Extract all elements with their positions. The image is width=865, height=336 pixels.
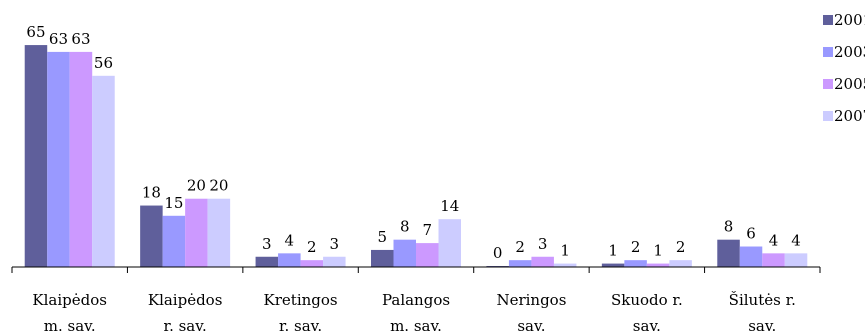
value-label: 2 (307, 238, 317, 256)
category-label: r. sav. (279, 317, 322, 335)
bar-2001-1 (140, 205, 163, 267)
bar-2001-3 (371, 249, 394, 267)
value-label: 20 (187, 177, 206, 195)
bar-2007-1 (207, 198, 231, 267)
bar-2003-6 (739, 246, 763, 267)
value-label: 63 (71, 30, 90, 48)
bar-2005-5 (646, 263, 670, 267)
value-label: 14 (440, 197, 459, 215)
category-label: Palangos (382, 291, 450, 309)
category-label: m. sav. (390, 317, 442, 335)
bar-2007-4 (553, 263, 577, 267)
category-label: sav. (748, 317, 776, 335)
value-label: 2 (676, 238, 686, 256)
bar-2007-6 (784, 253, 808, 267)
legend-label-2007: 2007 (834, 107, 865, 125)
category-label: Neringos (496, 291, 566, 309)
bar-2005-2 (300, 260, 324, 267)
bar-2001-2 (255, 256, 279, 267)
value-label: 4 (791, 231, 801, 249)
bar-2005-3 (416, 243, 439, 267)
bar-2005-6 (762, 253, 785, 267)
x-axis-ticks (11, 267, 821, 273)
category-label: sav. (517, 317, 545, 335)
value-label: 63 (49, 30, 68, 48)
bar-2007-2 (323, 256, 346, 267)
value-label: 56 (94, 54, 113, 72)
bar-2003-0 (47, 51, 70, 268)
category-label: m. sav. (44, 317, 96, 335)
value-label: 1 (608, 242, 618, 260)
value-label: 1 (560, 242, 570, 260)
legend-label-2005: 2005 (834, 75, 865, 93)
category-label: r. sav. (164, 317, 207, 335)
bar-2003-4 (508, 260, 532, 267)
value-label: 15 (164, 194, 183, 212)
bar-2001-0 (24, 45, 48, 268)
legend: 2001 2003 2005 2007 (823, 11, 865, 125)
bar-2007-0 (92, 75, 115, 267)
bar-2001-5 (601, 263, 625, 267)
bar-2007-3 (438, 219, 461, 267)
category-label: Klaipėdos (32, 291, 107, 309)
category-labels-group: Klaipėdos m. sav. Klaipėdos r. sav. Kretingo… (32, 291, 795, 335)
category-label: Klaipėdos (148, 291, 223, 309)
value-label: 20 (209, 177, 228, 195)
legend-swatch-2003 (823, 47, 833, 57)
category-label: sav. (633, 317, 661, 335)
bar-2005-0 (69, 51, 93, 268)
category-label: Kretingos (264, 291, 338, 309)
value-label: 4 (285, 231, 295, 249)
legend-swatch-2005 (823, 79, 833, 89)
value-label: 4 (769, 231, 779, 249)
value-label: 2 (515, 238, 525, 256)
value-label: 0 (493, 244, 503, 262)
value-label: 18 (142, 184, 161, 202)
value-label: 3 (262, 235, 272, 253)
legend-swatch-2007 (823, 111, 833, 121)
value-label: 2 (631, 238, 641, 256)
legend-label-2001: 2001 (834, 11, 865, 29)
value-label: 6 (746, 225, 756, 243)
bar-2007-5 (669, 260, 692, 267)
bar-2003-1 (162, 215, 186, 267)
value-label: 5 (377, 228, 387, 246)
legend-swatch-2001 (823, 15, 833, 25)
bar-2001-6 (717, 239, 740, 267)
bar-2003-5 (624, 260, 647, 267)
value-label: 8 (400, 218, 410, 236)
value-label: 3 (538, 235, 548, 253)
value-label: 7 (422, 221, 432, 239)
value-label: 3 (330, 235, 340, 253)
category-label: Skuodo r. (611, 291, 683, 309)
value-label: 8 (724, 218, 734, 236)
bar-2005-1 (185, 198, 208, 267)
bars-group (24, 45, 808, 268)
legend-label-2003: 2003 (834, 43, 865, 61)
value-label: 1 (653, 242, 663, 260)
value-label: 65 (26, 23, 45, 41)
bar-2003-2 (278, 253, 301, 267)
bar-2005-4 (531, 256, 554, 267)
bar-2003-3 (393, 239, 416, 267)
category-label: Šilutės r. (729, 291, 796, 309)
